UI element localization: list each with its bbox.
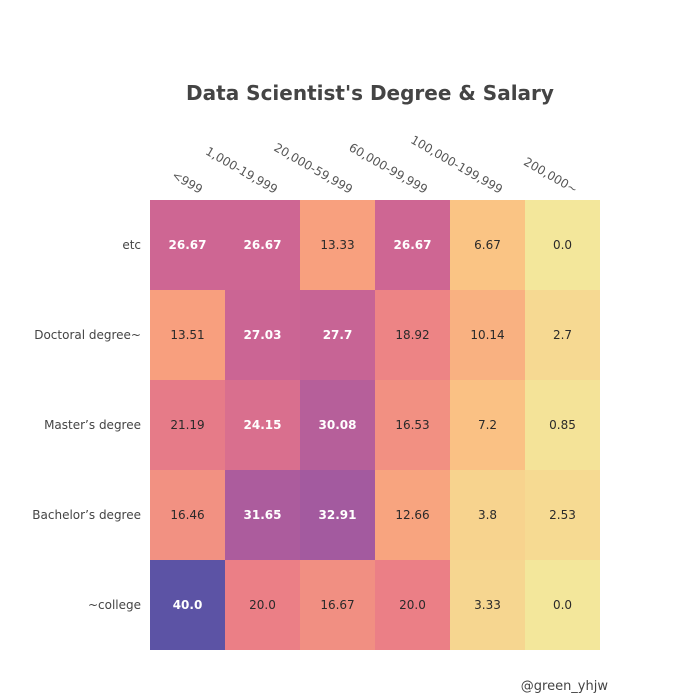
cell-value-label: 26.67	[244, 238, 282, 252]
y-tick-label: Master’s degree	[44, 418, 141, 432]
cell-value-label: 0.0	[553, 238, 572, 252]
cell-value-label: 2.53	[549, 508, 576, 522]
heatmap-cell-r4-c5	[525, 560, 600, 650]
cell-value-label: 16.67	[320, 598, 354, 612]
cell-value-label: 0.0	[553, 598, 572, 612]
heatmap-cell-r3-c0	[150, 470, 225, 560]
heatmap-cell-r0-c5	[525, 200, 600, 290]
heatmap-cell-r0-c1	[225, 200, 300, 290]
heatmap-cell-r4-c2	[300, 560, 375, 650]
heatmap-cell-r1-c1	[225, 290, 300, 380]
heatmap-cell-r3-c3	[375, 470, 450, 560]
heatmap-cell-r3-c2	[300, 470, 375, 560]
cell-value-label: 27.03	[244, 328, 282, 342]
x-tick-label: 20,000-59,999	[272, 140, 355, 196]
heatmap-cell-r1-c2	[300, 290, 375, 380]
chart-title: Data Scientist's Degree & Salary	[186, 81, 554, 105]
x-tick-label: <999	[169, 168, 205, 197]
cell-value-label: 40.0	[173, 598, 203, 612]
heatmap-cell-r2-c2	[300, 380, 375, 470]
heatmap-cell-r4-c3	[375, 560, 450, 650]
cell-value-label: 12.66	[395, 508, 429, 522]
cell-value-label: 32.91	[319, 508, 357, 522]
cell-value-label: 7.2	[478, 418, 497, 432]
heatmap-cell-r2-c5	[525, 380, 600, 470]
cell-value-label: 10.14	[470, 328, 504, 342]
heatmap-cell-r1-c0	[150, 290, 225, 380]
heatmap-cell-r4-c0	[150, 560, 225, 650]
cell-value-label: 6.67	[474, 238, 501, 252]
heatmap-cell-r3-c1	[225, 470, 300, 560]
heatmap-cell-r2-c1	[225, 380, 300, 470]
cell-value-label: 2.7	[553, 328, 572, 342]
heatmap-cell-r1-c5	[525, 290, 600, 380]
x-axis-ticks: <9991,000-19,99920,000-59,99960,000-99,9…	[169, 133, 580, 197]
heatmap-cell-r1-c4	[450, 290, 525, 380]
cell-value-label: 26.67	[169, 238, 207, 252]
cell-value-label: 21.19	[170, 418, 204, 432]
heatmap-cell-r2-c4	[450, 380, 525, 470]
cell-value-label: 16.46	[170, 508, 204, 522]
cell-value-label: 16.53	[395, 418, 429, 432]
y-tick-label: Bachelor’s degree	[32, 508, 141, 522]
cell-value-label: 26.67	[394, 238, 432, 252]
cell-value-label: 18.92	[395, 328, 429, 342]
author-credit: @green_yhjw	[521, 679, 609, 694]
x-tick-label: 200,000~	[521, 155, 580, 197]
cell-value-label: 30.08	[319, 418, 357, 432]
cell-value-label: 3.8	[478, 508, 497, 522]
cell-value-label: 13.51	[170, 328, 204, 342]
heatmap-cell-r0-c2	[300, 200, 375, 290]
cell-value-label: 20.0	[249, 598, 276, 612]
heatmap-cell-r2-c3	[375, 380, 450, 470]
heatmap-cell-r3-c4	[450, 470, 525, 560]
cell-value-label: 3.33	[474, 598, 501, 612]
cell-value-label: 27.7	[323, 328, 353, 342]
cell-value-label: 20.0	[399, 598, 426, 612]
x-tick-label: 1,000-19,999	[203, 144, 280, 196]
heatmap-cell-r4-c1	[225, 560, 300, 650]
y-axis-ticks: etc Doctoral degree~ Master’s degree Bachel…	[32, 238, 141, 612]
y-tick-label: etc	[122, 238, 141, 252]
heatmap-cell-r0-c0	[150, 200, 225, 290]
y-tick-label: ~college	[88, 598, 141, 612]
heatmap-cell-r0-c3	[375, 200, 450, 290]
cell-value-label: 0.85	[549, 418, 576, 432]
heatmap-cell-r0-c4	[450, 200, 525, 290]
heatmap-cell-r4-c4	[450, 560, 525, 650]
cell-value-label: 31.65	[244, 508, 282, 522]
heatmap-cell-r2-c0	[150, 380, 225, 470]
cell-value-label: 13.33	[320, 238, 354, 252]
heatmap-cell-r3-c5	[525, 470, 600, 560]
y-tick-label: Doctoral degree~	[34, 328, 141, 342]
heatmap-cells	[150, 200, 600, 650]
heatmap-cell-r1-c3	[375, 290, 450, 380]
heatmap-cell-labels: 26.67 26.67 13.33 26.67 6.67 0.0 13.51 27.03 27.…	[169, 238, 576, 612]
cell-value-label: 24.15	[244, 418, 282, 432]
